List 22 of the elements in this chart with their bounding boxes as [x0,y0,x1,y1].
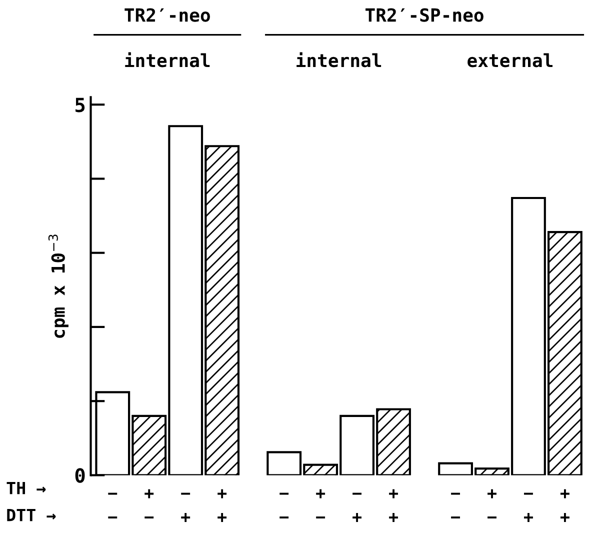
x-tick-label: + + [389,489,398,522]
y-axis-title: cpm x 10$^{−3}$ [48,234,68,338]
text: external [468,53,553,68]
text: TR2′-neo [124,8,210,22]
x-tick-label: − + [524,492,533,522]
x-tick-label: − + [181,492,190,522]
category-label: − − [280,492,289,518]
x-tick-label: + + [218,489,227,522]
y-tick-label: 5 [76,98,85,112]
text: TH → [6,482,46,494]
x-tick-label: + − [316,489,326,518]
category-label: − − [451,492,460,518]
text: TR2′-SP-neo [366,8,484,22]
x-tick-label: + + [560,489,570,522]
x-tick-label: + − [144,489,154,518]
y-tick-label: 0 [75,468,85,483]
x-tick-label: + − [488,489,496,518]
x-tick-label: − + [352,492,362,522]
text: DTT → [7,508,56,522]
text: internal [296,52,382,68]
category-label: − − [108,492,118,518]
text: internal [125,52,210,68]
